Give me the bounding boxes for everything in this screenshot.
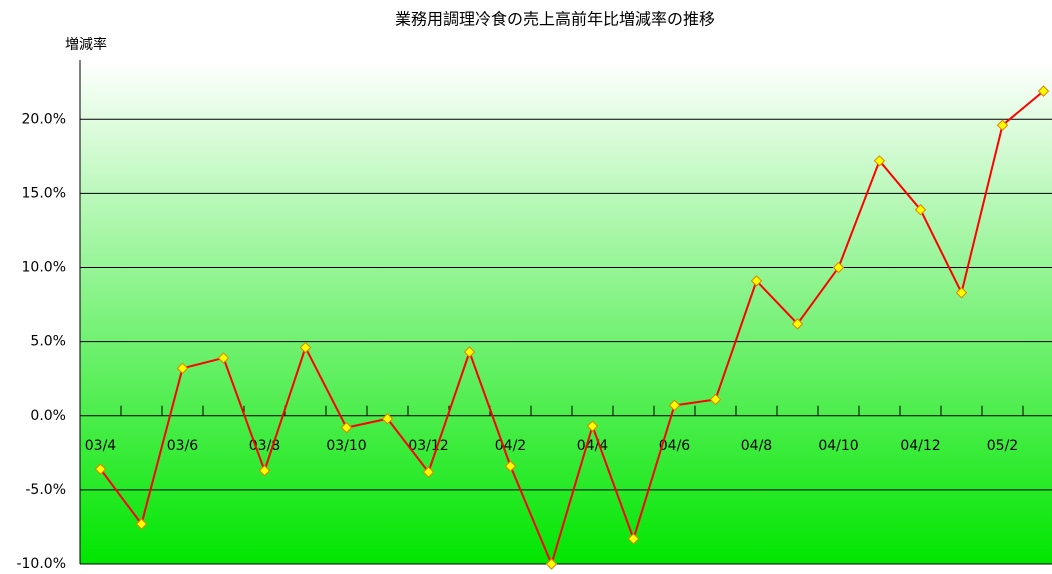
x-tick-label: 05/2 [987, 438, 1018, 454]
data-point [1037, 85, 1050, 97]
data-point [504, 460, 517, 472]
x-tick-label: 04/4 [577, 438, 609, 454]
y-tick-label: -5.0% [25, 482, 66, 498]
data-point [176, 362, 189, 375]
y-tick-label: 15.0% [22, 185, 66, 201]
chart-title: 業務用調理冷食の売上高前年比増減率の推移 [395, 10, 715, 29]
y-tick-label: 5.0% [30, 334, 66, 350]
y-tick-label: 0.0% [30, 408, 66, 424]
y-tick-label: 20.0% [22, 111, 66, 127]
y-tick-label: -10.0% [16, 556, 66, 572]
data-point [832, 261, 845, 274]
data-point [545, 558, 558, 570]
data-point [996, 119, 1009, 131]
x-tick-label: 03/12 [408, 438, 448, 454]
data-point [709, 393, 722, 406]
x-tick-label: 03/4 [85, 438, 117, 454]
data-point [955, 287, 968, 299]
data-line [99, 90, 1045, 567]
x-tick-label: 04/12 [900, 438, 940, 454]
data-point [627, 533, 640, 545]
data-point [381, 413, 394, 425]
y-axis-label: 増減率 [65, 36, 107, 53]
data-point [135, 518, 148, 530]
x-tick-label: 03/10 [326, 438, 366, 454]
y-tick-label: 10.0% [22, 260, 66, 276]
data-point [94, 463, 107, 475]
data-point [586, 420, 599, 432]
data-point [914, 204, 927, 216]
data-point [791, 318, 804, 330]
data-point [340, 421, 353, 434]
data-point [422, 466, 435, 478]
data-point [873, 155, 886, 167]
data-point [258, 464, 271, 477]
x-tick-label: 04/2 [495, 438, 526, 454]
data-point [463, 346, 476, 358]
data-point [750, 275, 763, 287]
x-tick-label: 04/6 [659, 438, 691, 454]
plot-area [80, 60, 1052, 564]
x-tick-label: 03/6 [167, 438, 199, 454]
x-tick-label: 04/10 [818, 438, 858, 454]
data-point [299, 341, 312, 354]
data-point [217, 352, 230, 364]
data-point [668, 399, 681, 412]
x-tick-label: 04/8 [741, 438, 772, 454]
